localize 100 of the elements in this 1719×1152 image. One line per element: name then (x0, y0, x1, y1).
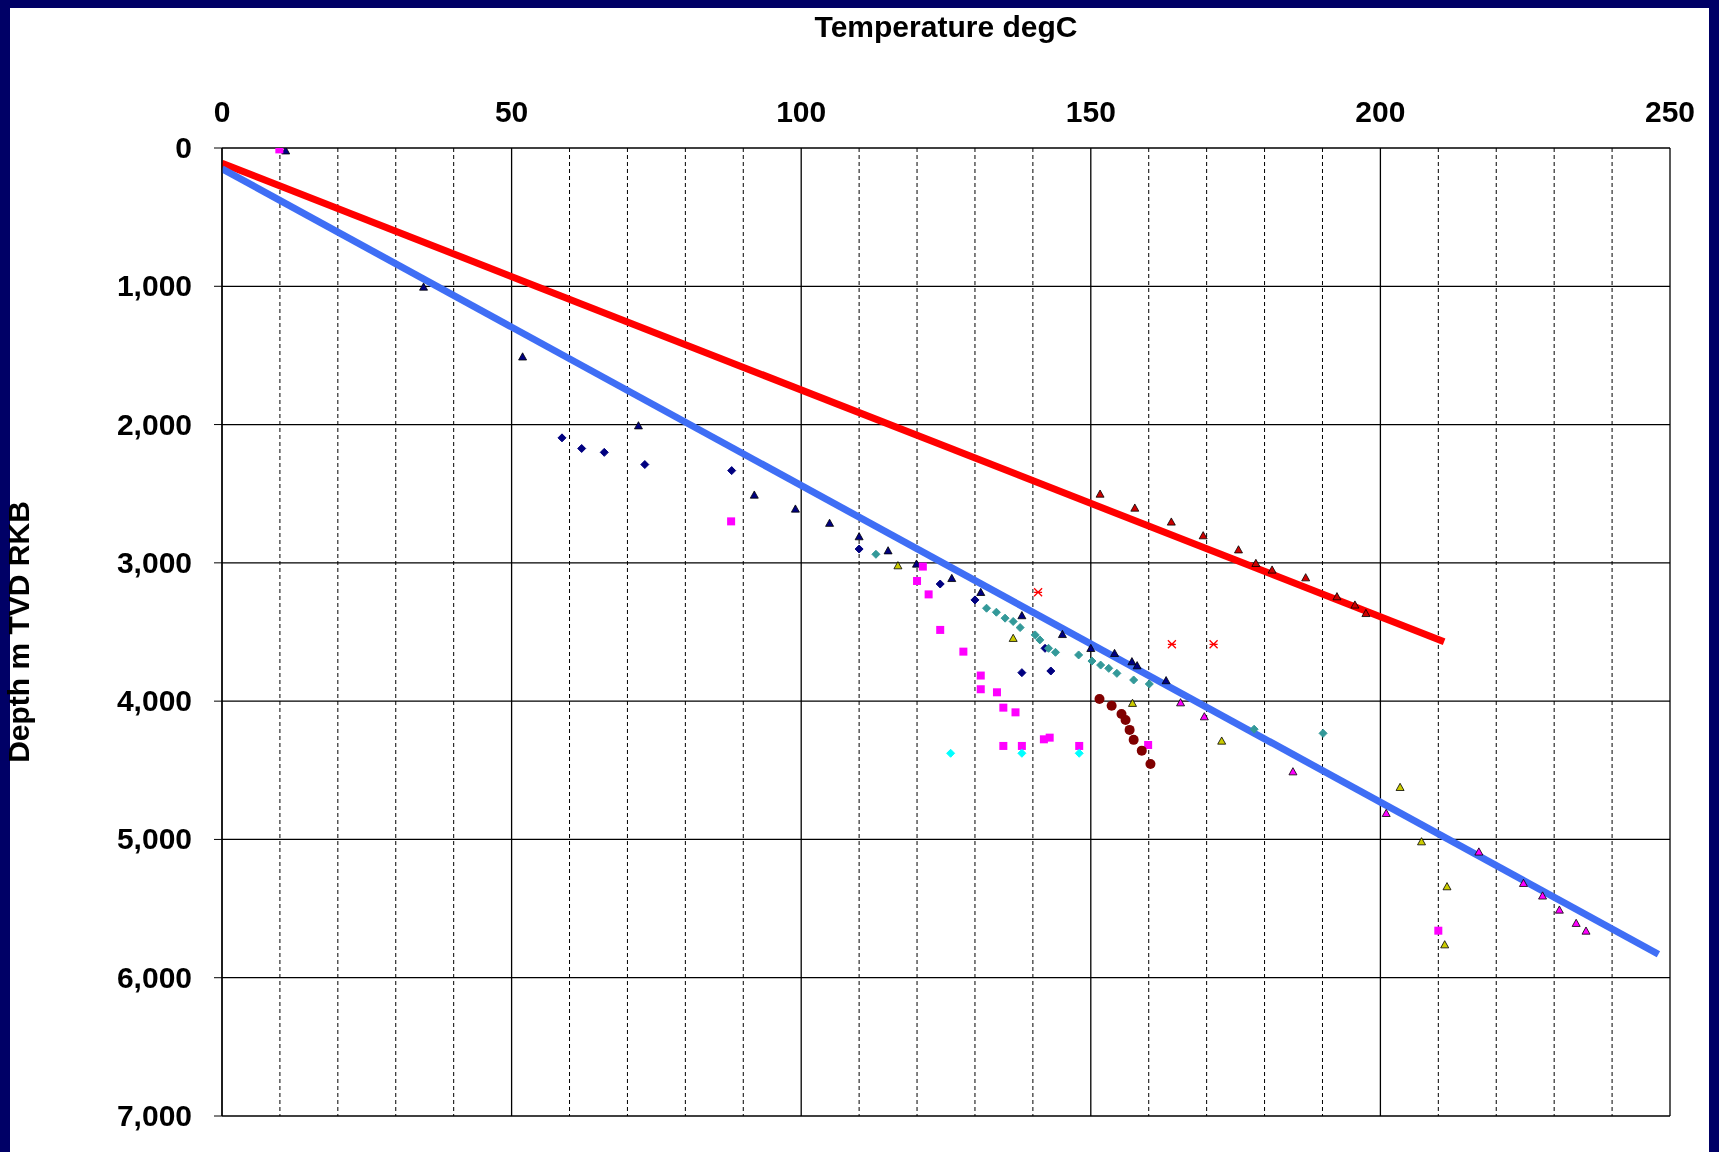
point (1124, 724, 1135, 735)
point (1045, 733, 1054, 742)
point (1074, 748, 1084, 758)
point (1074, 650, 1084, 660)
y-tick-label: 6,000 (116, 960, 192, 994)
point (1035, 635, 1045, 645)
point (1442, 882, 1452, 891)
point (1015, 623, 1025, 633)
point (1318, 728, 1328, 738)
point (947, 573, 957, 582)
point (1127, 657, 1137, 666)
point (976, 671, 985, 680)
point (1129, 675, 1139, 685)
point (1075, 741, 1084, 750)
point (1288, 767, 1298, 776)
point (982, 603, 992, 613)
point (1128, 734, 1139, 745)
x-tick-label: 200 (1355, 95, 1406, 128)
point (1581, 926, 1591, 935)
point (599, 447, 609, 457)
point (1017, 741, 1026, 750)
point (1017, 611, 1027, 620)
point (1096, 660, 1106, 670)
point (1094, 693, 1105, 704)
point (992, 688, 1001, 697)
point (871, 549, 881, 559)
point (918, 562, 927, 571)
point (1044, 643, 1054, 653)
point (1144, 679, 1154, 689)
y-tick-label: 4,000 (116, 684, 192, 718)
x-tick-label: 0 (213, 95, 231, 128)
y-axis-title: Depth m TVD RKB (1, 501, 35, 763)
point (1381, 808, 1391, 817)
point (1417, 837, 1426, 846)
y-tick-label: 2,000 (116, 407, 192, 441)
x-tick-label: 50 (494, 95, 529, 128)
point (1132, 661, 1142, 670)
point (281, 148, 291, 155)
point (935, 579, 945, 589)
point (1198, 531, 1208, 540)
point (999, 703, 1008, 712)
point (640, 460, 650, 470)
point (1106, 700, 1117, 711)
y-tick-label: 5,000 (116, 822, 192, 856)
point (1033, 587, 1043, 597)
point (924, 590, 933, 599)
point (1301, 573, 1311, 582)
point (1176, 698, 1185, 707)
point (1440, 940, 1450, 949)
point (1474, 847, 1484, 856)
point (1519, 878, 1528, 887)
point (1136, 745, 1147, 756)
x-tick-label: 100 (776, 95, 827, 128)
point (913, 576, 922, 585)
point (1086, 643, 1096, 652)
point (1095, 489, 1105, 498)
point (976, 685, 985, 694)
point (634, 421, 643, 430)
point (970, 595, 980, 605)
point (727, 517, 736, 526)
x-axis-title: Temperature degC (814, 10, 1078, 44)
point (1145, 758, 1156, 769)
point (1008, 616, 1018, 626)
point (727, 466, 737, 476)
point (791, 504, 800, 513)
x-tick-label: 150 (1065, 95, 1116, 128)
point (1251, 558, 1261, 567)
point (1120, 714, 1131, 725)
point (577, 443, 587, 453)
point (1249, 724, 1259, 734)
point (883, 546, 893, 555)
point (1554, 905, 1564, 914)
point (854, 532, 864, 541)
point (419, 282, 428, 291)
point (959, 647, 968, 656)
point (999, 741, 1008, 750)
point (991, 607, 1001, 617)
point (1017, 668, 1027, 678)
point (1395, 782, 1405, 791)
point (936, 625, 945, 634)
point (1104, 663, 1114, 673)
point (1361, 608, 1371, 617)
point (854, 544, 864, 554)
point (1267, 565, 1277, 574)
y-tick-label: 0 (175, 131, 192, 164)
point (1112, 668, 1122, 678)
point (1017, 748, 1027, 758)
y-tick-label: 3,000 (116, 545, 192, 579)
point (893, 561, 903, 570)
x-tick-label: 250 (1644, 95, 1696, 128)
point (1350, 600, 1360, 609)
point (1332, 592, 1342, 601)
point (825, 518, 834, 527)
point (1000, 613, 1010, 623)
point (749, 490, 759, 499)
point (946, 748, 956, 758)
point (1008, 633, 1018, 642)
point (518, 352, 527, 361)
point (557, 433, 567, 443)
point (1217, 736, 1227, 745)
